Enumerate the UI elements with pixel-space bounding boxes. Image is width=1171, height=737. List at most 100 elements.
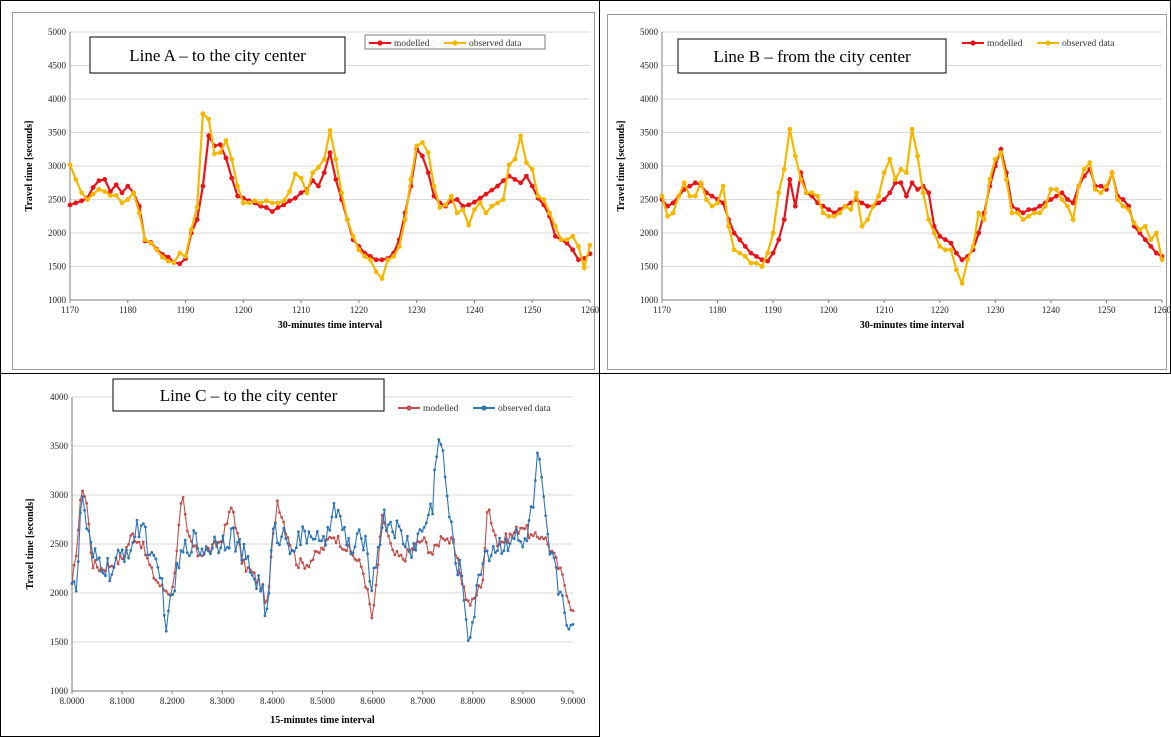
data-point — [318, 539, 321, 543]
data-point — [102, 568, 105, 572]
data-point — [737, 250, 743, 256]
data-point — [466, 639, 470, 642]
data-point — [225, 522, 229, 525]
data-point — [225, 545, 229, 549]
data-point — [135, 541, 139, 544]
data-point — [552, 556, 556, 560]
data-point — [373, 269, 379, 275]
data-point — [541, 197, 547, 202]
data-point — [200, 183, 206, 189]
data-point — [374, 566, 378, 569]
data-point — [316, 164, 321, 170]
data-point — [403, 545, 407, 549]
x-axis-label: 30-minutes time interval — [278, 320, 383, 331]
data-point — [148, 553, 152, 557]
data-point — [881, 197, 887, 202]
legend-entry: observed data — [1062, 39, 1115, 49]
data-point — [179, 502, 183, 505]
data-point — [313, 549, 317, 553]
data-point — [90, 191, 96, 197]
data-point — [431, 193, 437, 199]
data-point — [527, 519, 531, 522]
data-point — [759, 264, 765, 269]
data-point — [512, 177, 518, 182]
data-point — [1031, 210, 1037, 216]
data-point — [460, 574, 464, 578]
data-point — [425, 150, 431, 156]
data-point — [567, 627, 571, 631]
data-point — [998, 146, 1004, 152]
data-point — [992, 156, 998, 162]
data-point — [309, 559, 313, 563]
data-point — [433, 543, 436, 547]
data-point — [234, 526, 237, 530]
data-point — [406, 548, 409, 551]
legend-entry: modelled — [394, 39, 430, 49]
x-tick-label: 1210 — [292, 305, 311, 315]
data-point — [85, 502, 89, 505]
data-point — [529, 183, 535, 189]
data-point — [292, 171, 298, 177]
data-point — [116, 548, 120, 552]
data-point — [351, 554, 355, 557]
data-point — [1020, 210, 1026, 216]
data-point — [892, 180, 898, 186]
x-tick-label: 8.3000 — [210, 696, 235, 706]
data-point — [787, 126, 793, 132]
data-point — [556, 567, 560, 571]
y-tick-label: 4000 — [50, 392, 69, 402]
data-point — [89, 551, 93, 555]
data-point — [559, 566, 562, 570]
data-point — [248, 570, 252, 574]
data-point — [498, 536, 501, 540]
legend-swatch-marker — [1045, 40, 1051, 46]
data-point — [1076, 183, 1082, 189]
data-point — [236, 531, 240, 535]
data-point — [491, 529, 495, 532]
data-point — [336, 534, 340, 538]
data-point — [820, 210, 826, 216]
data-point — [282, 526, 286, 530]
data-point — [1004, 177, 1009, 182]
data-point — [506, 549, 510, 553]
data-point — [523, 527, 527, 531]
data-point — [1031, 207, 1037, 213]
data-point — [525, 523, 529, 527]
data-point — [112, 565, 116, 569]
chart-title: Line C – to the city center — [160, 386, 338, 405]
data-point — [418, 528, 422, 531]
data-point — [144, 525, 147, 529]
data-point — [292, 195, 298, 201]
data-point — [156, 581, 160, 584]
y-tick-label: 1000 — [48, 295, 67, 305]
data-point — [240, 200, 246, 206]
data-point — [1070, 200, 1076, 206]
data-point — [420, 140, 425, 145]
data-point — [471, 597, 474, 601]
data-point — [278, 511, 281, 514]
data-point — [1054, 187, 1059, 192]
data-point — [570, 247, 576, 253]
data-point — [321, 170, 327, 176]
data-point — [399, 553, 403, 557]
legend-swatch-marker — [377, 40, 383, 46]
data-point — [110, 573, 114, 576]
data-point — [547, 210, 552, 216]
y-tick-label: 3500 — [50, 441, 69, 451]
data-point — [1048, 187, 1054, 192]
data-point — [313, 537, 317, 541]
y-tick-label: 2000 — [640, 228, 659, 238]
data-point — [202, 553, 206, 556]
data-point — [748, 250, 754, 256]
data-point — [213, 535, 216, 539]
data-point — [1065, 203, 1070, 209]
data-point — [475, 584, 478, 587]
data-point — [261, 584, 265, 587]
data-point — [681, 180, 687, 186]
data-point — [517, 539, 520, 542]
data-point — [72, 580, 76, 583]
y-tick-label: 2500 — [50, 539, 69, 549]
data-point — [380, 526, 384, 529]
data-point — [321, 156, 327, 162]
